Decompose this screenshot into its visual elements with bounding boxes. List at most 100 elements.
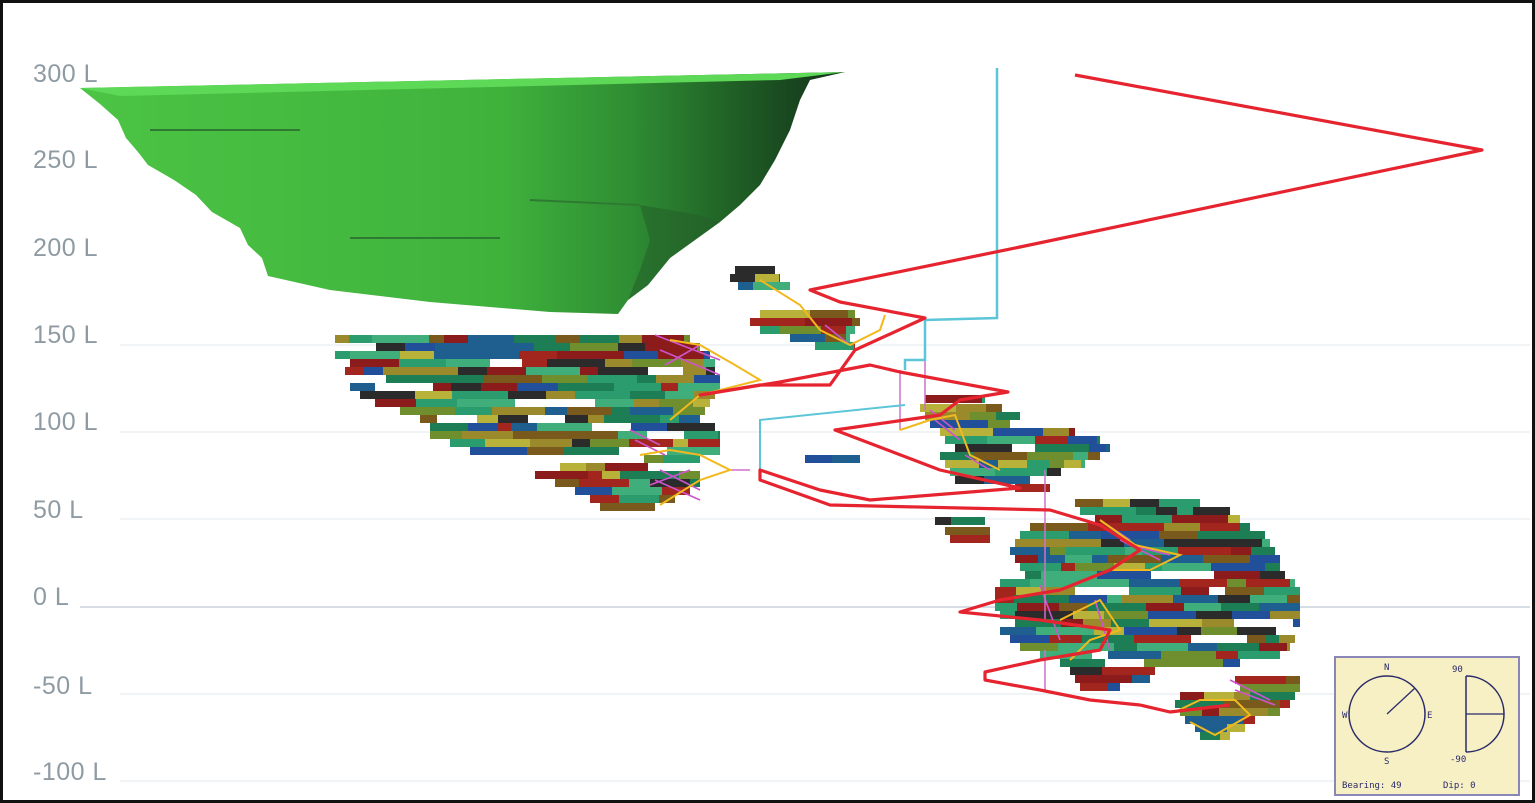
stope-block — [1234, 692, 1250, 700]
stope-block — [610, 399, 634, 407]
stope-block — [1237, 627, 1276, 635]
stope-block — [950, 535, 990, 543]
stope-block — [1262, 539, 1270, 547]
stope-block — [605, 359, 632, 367]
raise-line — [629, 429, 661, 446]
stope-block — [993, 428, 1043, 436]
stope-block — [1214, 571, 1260, 579]
stope-block — [1000, 579, 1030, 587]
stope-block — [1088, 452, 1100, 460]
stope-block — [1161, 555, 1203, 563]
stope-block — [629, 439, 673, 447]
stope-block — [1043, 428, 1069, 436]
stope-block — [590, 439, 629, 447]
stope-block — [1164, 539, 1222, 547]
stope-block — [1250, 692, 1295, 700]
stope-block — [399, 359, 446, 367]
stope-block — [1035, 444, 1089, 452]
stope-block — [1240, 684, 1289, 692]
stope-block — [1010, 547, 1050, 555]
stope-block — [477, 415, 498, 423]
stope-block — [618, 431, 647, 439]
raise-line — [654, 334, 721, 361]
pit-rim-highlight — [80, 72, 845, 96]
stope-block — [1265, 635, 1279, 643]
stope-block — [1030, 579, 1086, 587]
stope-block — [760, 310, 788, 318]
stope-block — [1065, 555, 1092, 563]
stope-block — [805, 318, 852, 326]
stope-block — [462, 431, 513, 439]
stope-block — [1015, 539, 1044, 547]
level-label-minus-50: -50 L — [33, 672, 92, 700]
stope-block — [598, 367, 648, 375]
raise-line — [964, 454, 991, 471]
stope-block — [580, 367, 598, 375]
stope-block — [555, 335, 579, 343]
stope-block — [1221, 603, 1259, 611]
stope-block — [1070, 667, 1102, 675]
stope-block — [1058, 643, 1114, 651]
stope-block — [1124, 539, 1164, 547]
stope-block — [683, 367, 706, 375]
stope-block — [1108, 651, 1161, 659]
stope-block — [1000, 611, 1015, 619]
stope-block — [434, 351, 464, 359]
stope-block — [665, 391, 694, 399]
stope-block — [718, 431, 720, 439]
shaft-line — [903, 68, 999, 370]
stope-block — [386, 375, 430, 383]
stope-block — [1101, 531, 1159, 539]
stope-block — [684, 335, 690, 343]
stope-block — [1108, 555, 1161, 563]
drive-line — [1059, 598, 1122, 661]
stope-block — [995, 603, 1017, 611]
stope-block — [1195, 724, 1227, 732]
stope-block — [1025, 571, 1041, 579]
stope-block — [586, 463, 605, 471]
stope-block — [995, 468, 1047, 476]
raise-line — [1234, 689, 1276, 706]
stope-block — [637, 375, 656, 383]
compass-west: W — [1342, 711, 1348, 721]
stope-block — [1178, 547, 1231, 555]
level-label-50: 50 L — [33, 496, 84, 524]
stope-block — [1035, 436, 1067, 444]
stope-block — [780, 326, 821, 334]
stope-block — [848, 310, 855, 318]
stope-block — [1089, 444, 1106, 452]
stope-block — [1067, 436, 1097, 444]
stope-block — [433, 383, 451, 391]
stope-block — [1227, 724, 1245, 732]
stope-block — [350, 351, 400, 359]
stope-block — [1201, 627, 1237, 635]
stope-block — [1163, 659, 1194, 667]
open-pit-shell — [80, 72, 845, 314]
stope-block — [1114, 563, 1145, 571]
stope-block — [1235, 676, 1286, 684]
stope-block — [1030, 523, 1088, 531]
stope-block — [1181, 587, 1209, 595]
stope-block — [1279, 635, 1295, 643]
stope-block — [1015, 484, 1050, 492]
stope-block — [663, 455, 700, 463]
stope-block — [1114, 643, 1137, 651]
stope-block — [1092, 555, 1108, 563]
stope-block — [464, 351, 519, 359]
stope-block — [1044, 539, 1101, 547]
stope-block — [1047, 468, 1061, 476]
stope-block — [940, 428, 993, 436]
stope-block — [1194, 659, 1223, 667]
stope-block — [996, 412, 1020, 420]
stope-block — [1240, 523, 1250, 531]
stope-block — [1228, 515, 1240, 523]
drive-line — [759, 279, 886, 347]
stope-block — [416, 399, 431, 407]
stope-block — [604, 415, 660, 423]
stope-block — [1225, 587, 1264, 595]
level-grid-lines — [80, 344, 1530, 782]
stope-block — [360, 391, 415, 399]
stope-block — [563, 447, 619, 455]
stope-block — [400, 407, 455, 415]
